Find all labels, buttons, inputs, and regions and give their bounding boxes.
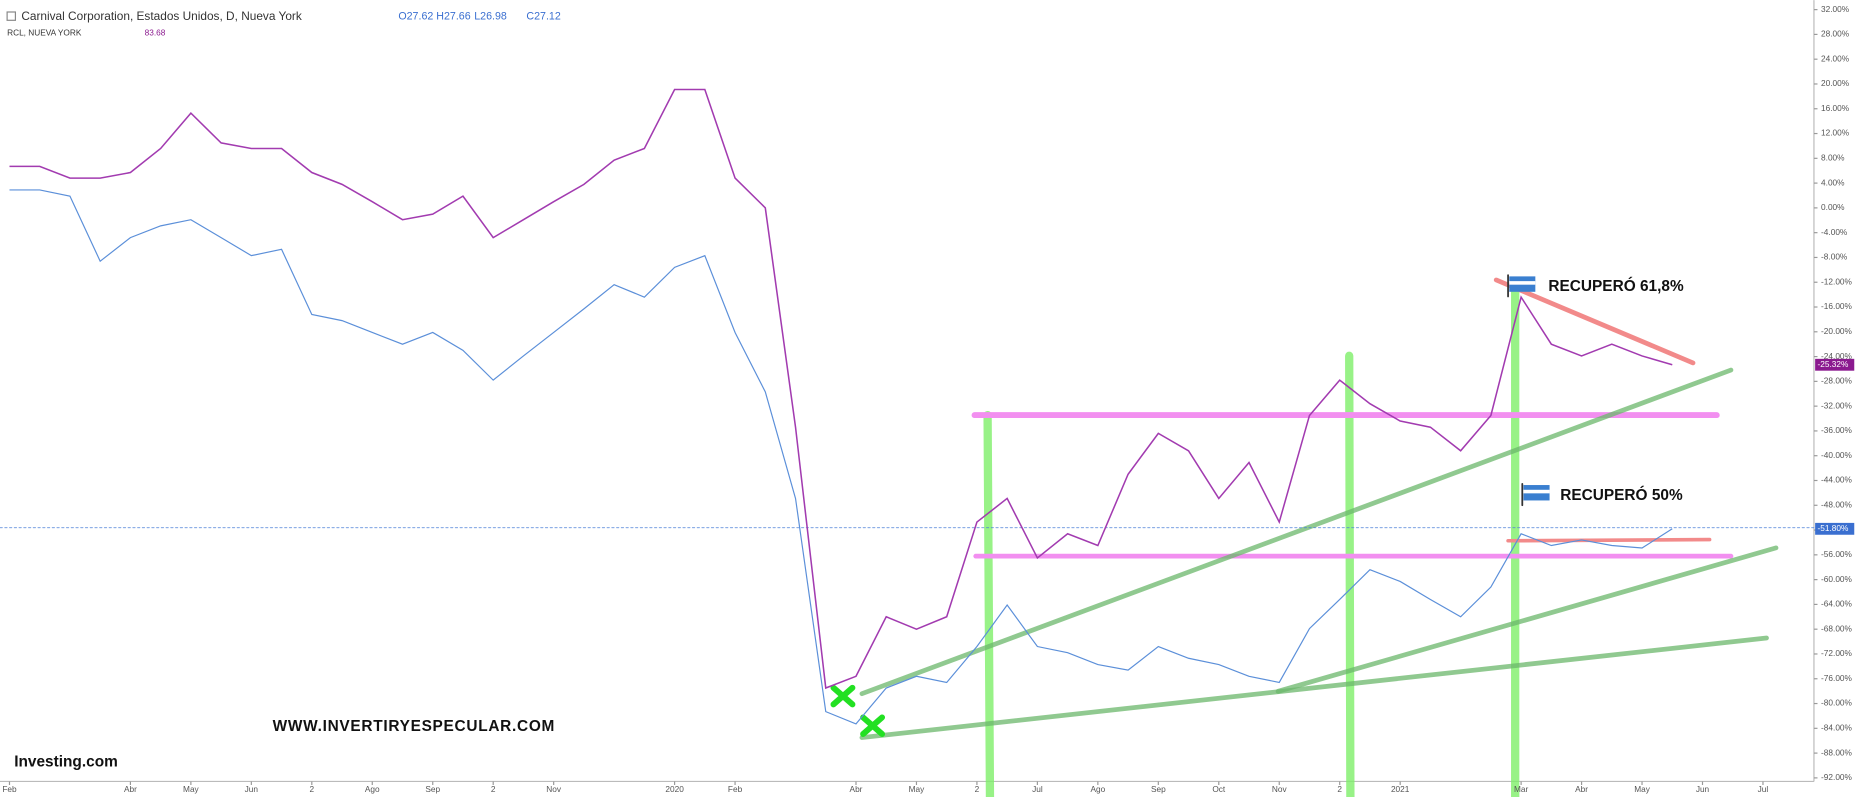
x-tick-label: May	[909, 784, 926, 794]
ohlc-open: O27.62	[398, 11, 433, 23]
x-tick-label: Oct	[1212, 784, 1226, 794]
ohlc-low: L26.98	[474, 11, 507, 23]
y-tick-label: 0.00%	[1821, 202, 1845, 212]
vertical-highlight	[1345, 351, 1355, 802]
brand: Investing.com	[14, 754, 118, 771]
x-marker	[860, 714, 886, 737]
vertical-highlight	[983, 410, 995, 802]
flag-icon	[1521, 482, 1550, 507]
flag-icon	[1507, 274, 1536, 298]
y-tick-label: -80.00%	[1821, 698, 1852, 708]
y-tick-label: -4.00%	[1821, 227, 1848, 237]
overlays	[0, 274, 1815, 802]
y-tick-label: -12.00%	[1821, 276, 1852, 286]
y-tick-label: -16.00%	[1821, 301, 1852, 311]
ohlc-high: H27.66	[436, 11, 470, 23]
ohlc-close: C27.12	[526, 11, 560, 23]
y-tick-label: 16.00%	[1821, 103, 1850, 113]
x-tick-label: May	[183, 784, 200, 794]
legend-value: 83.68	[145, 28, 166, 38]
legend-label: Carnival Corporation, Estados Unidos, D,…	[21, 9, 302, 23]
y-tick-label: -68.00%	[1821, 623, 1852, 633]
y-tick-label: -76.00%	[1821, 673, 1852, 683]
x-tick-label: Sep	[1151, 784, 1166, 794]
y-tick-label: -72.00%	[1821, 648, 1852, 658]
y-tick-label: -92.00%	[1821, 772, 1852, 782]
price-tag-label: -25.32%	[1818, 359, 1849, 369]
y-tick-label: -60.00%	[1821, 574, 1852, 584]
x-tick-label: Jul	[1032, 784, 1043, 794]
x-tick-label: 2	[491, 784, 496, 794]
y-tick-label: 12.00%	[1821, 128, 1850, 138]
x-tick-label: Sep	[425, 784, 440, 794]
x-tick-label: May	[1634, 784, 1651, 794]
price-tag	[1815, 522, 1855, 535]
y-tick-label: 20.00%	[1821, 78, 1850, 88]
y-tick-label: -84.00%	[1821, 723, 1852, 733]
x-tick-label: 2	[310, 784, 315, 794]
legend-label: RCL, NUEVA YORK	[7, 28, 82, 38]
x-tick-label: Abr	[124, 784, 137, 794]
y-tick-label: -64.00%	[1821, 599, 1852, 609]
y-tick-label: -88.00%	[1821, 747, 1852, 757]
y-tick-label: 28.00%	[1821, 29, 1850, 39]
annotation: RECUPERÓ 61,8%	[1548, 277, 1684, 295]
y-tick-label: -48.00%	[1821, 499, 1852, 509]
x-tick-label: 2	[1337, 784, 1342, 794]
x-tick-label: Nov	[546, 784, 562, 794]
y-tick-label: 24.00%	[1821, 53, 1850, 63]
trend-line	[859, 367, 1734, 697]
price-tag	[1815, 358, 1855, 371]
y-tick-label: -40.00%	[1821, 450, 1852, 460]
x-tick-label: Jul	[1758, 784, 1769, 794]
resistance-line	[1493, 277, 1696, 366]
x-tick-label: Abr	[850, 784, 863, 794]
x-tick-label: Abr	[1575, 784, 1588, 794]
x-tick-label: 2	[975, 784, 980, 794]
x-tick-label: Mar	[1514, 784, 1529, 794]
trend-line	[1275, 545, 1779, 694]
x-tick-label: Ago	[1090, 784, 1105, 794]
resistance-line	[1506, 537, 1712, 543]
y-tick-label: -20.00%	[1821, 326, 1852, 336]
x-tick-label: Jun	[1696, 784, 1710, 794]
y-tick-label: 32.00%	[1821, 4, 1850, 14]
x-tick-label: Nov	[1272, 784, 1288, 794]
price-tag-label: -51.80%	[1818, 523, 1849, 533]
x-marker	[830, 684, 856, 708]
trend-line	[859, 635, 1769, 740]
y-tick-label: -24.00%	[1821, 351, 1852, 361]
y-tick-label: -8.00%	[1821, 252, 1848, 262]
y-tick-label: -36.00%	[1821, 425, 1852, 435]
series-line	[9, 189, 1673, 725]
series-line	[9, 88, 1673, 690]
x-tick-label: 2021	[1391, 784, 1410, 794]
x-tick-label: Ago	[365, 784, 380, 794]
y-tick-label: 8.00%	[1821, 153, 1845, 163]
x-tick-label: Feb	[728, 784, 743, 794]
x-tick-label: Jun	[245, 784, 259, 794]
y-tick-label: -44.00%	[1821, 475, 1852, 485]
y-tick-label: 4.00%	[1821, 177, 1845, 187]
x-tick-label: 2020	[665, 784, 684, 794]
y-tick-label: -32.00%	[1821, 400, 1852, 410]
annotation: WWW.INVERTIRYESPECULAR.COM	[273, 718, 555, 735]
annotation: RECUPERÓ 50%	[1560, 486, 1683, 504]
y-tick-label: -28.00%	[1821, 376, 1852, 386]
collapse-icon[interactable]	[6, 11, 17, 21]
x-tick-label: Feb	[2, 784, 17, 794]
y-tick-label: -56.00%	[1821, 549, 1852, 559]
